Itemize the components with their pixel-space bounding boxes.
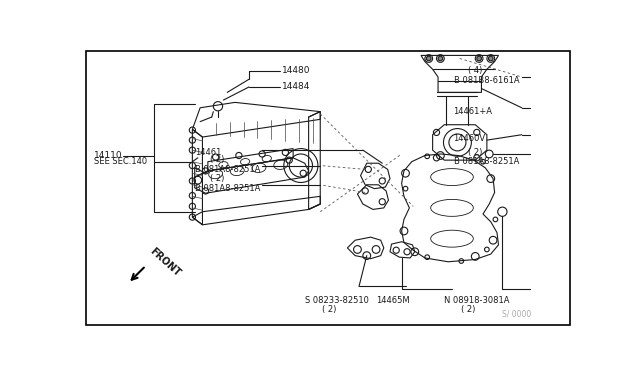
Text: ( 4): ( 4) [467, 66, 482, 75]
Text: 14460V: 14460V [454, 134, 486, 143]
Circle shape [426, 56, 431, 61]
Text: ( 2): ( 2) [461, 305, 476, 314]
Text: 14480: 14480 [282, 66, 310, 75]
Text: S/ 0000: S/ 0000 [502, 310, 532, 319]
Text: SEE SEC.140: SEE SEC.140 [94, 157, 147, 166]
Text: B 081A8-8251A: B 081A8-8251A [454, 157, 519, 166]
Text: B 081A8-8251A: B 081A8-8251A [195, 165, 260, 174]
Text: FRONT: FRONT [148, 246, 182, 278]
Text: 14110: 14110 [94, 151, 123, 160]
Text: 14461: 14461 [195, 148, 221, 157]
Text: N 08918-3081A: N 08918-3081A [444, 296, 509, 305]
Text: 14484: 14484 [282, 83, 310, 92]
Text: ( 2): ( 2) [210, 155, 225, 164]
Text: ( 2): ( 2) [322, 305, 336, 314]
Circle shape [488, 56, 493, 61]
Text: B 081B8-6161A: B 081B8-6161A [454, 76, 519, 85]
Circle shape [438, 56, 443, 61]
Circle shape [477, 56, 481, 61]
Text: 14465M: 14465M [376, 296, 410, 305]
Text: ( 2): ( 2) [467, 148, 482, 157]
Text: S 08233-82510: S 08233-82510 [305, 296, 369, 305]
Text: ( 2): ( 2) [210, 174, 225, 183]
Text: 14461+A: 14461+A [454, 107, 493, 116]
FancyBboxPatch shape [86, 51, 570, 325]
Text: B 081A8-8251A: B 081A8-8251A [195, 184, 260, 193]
